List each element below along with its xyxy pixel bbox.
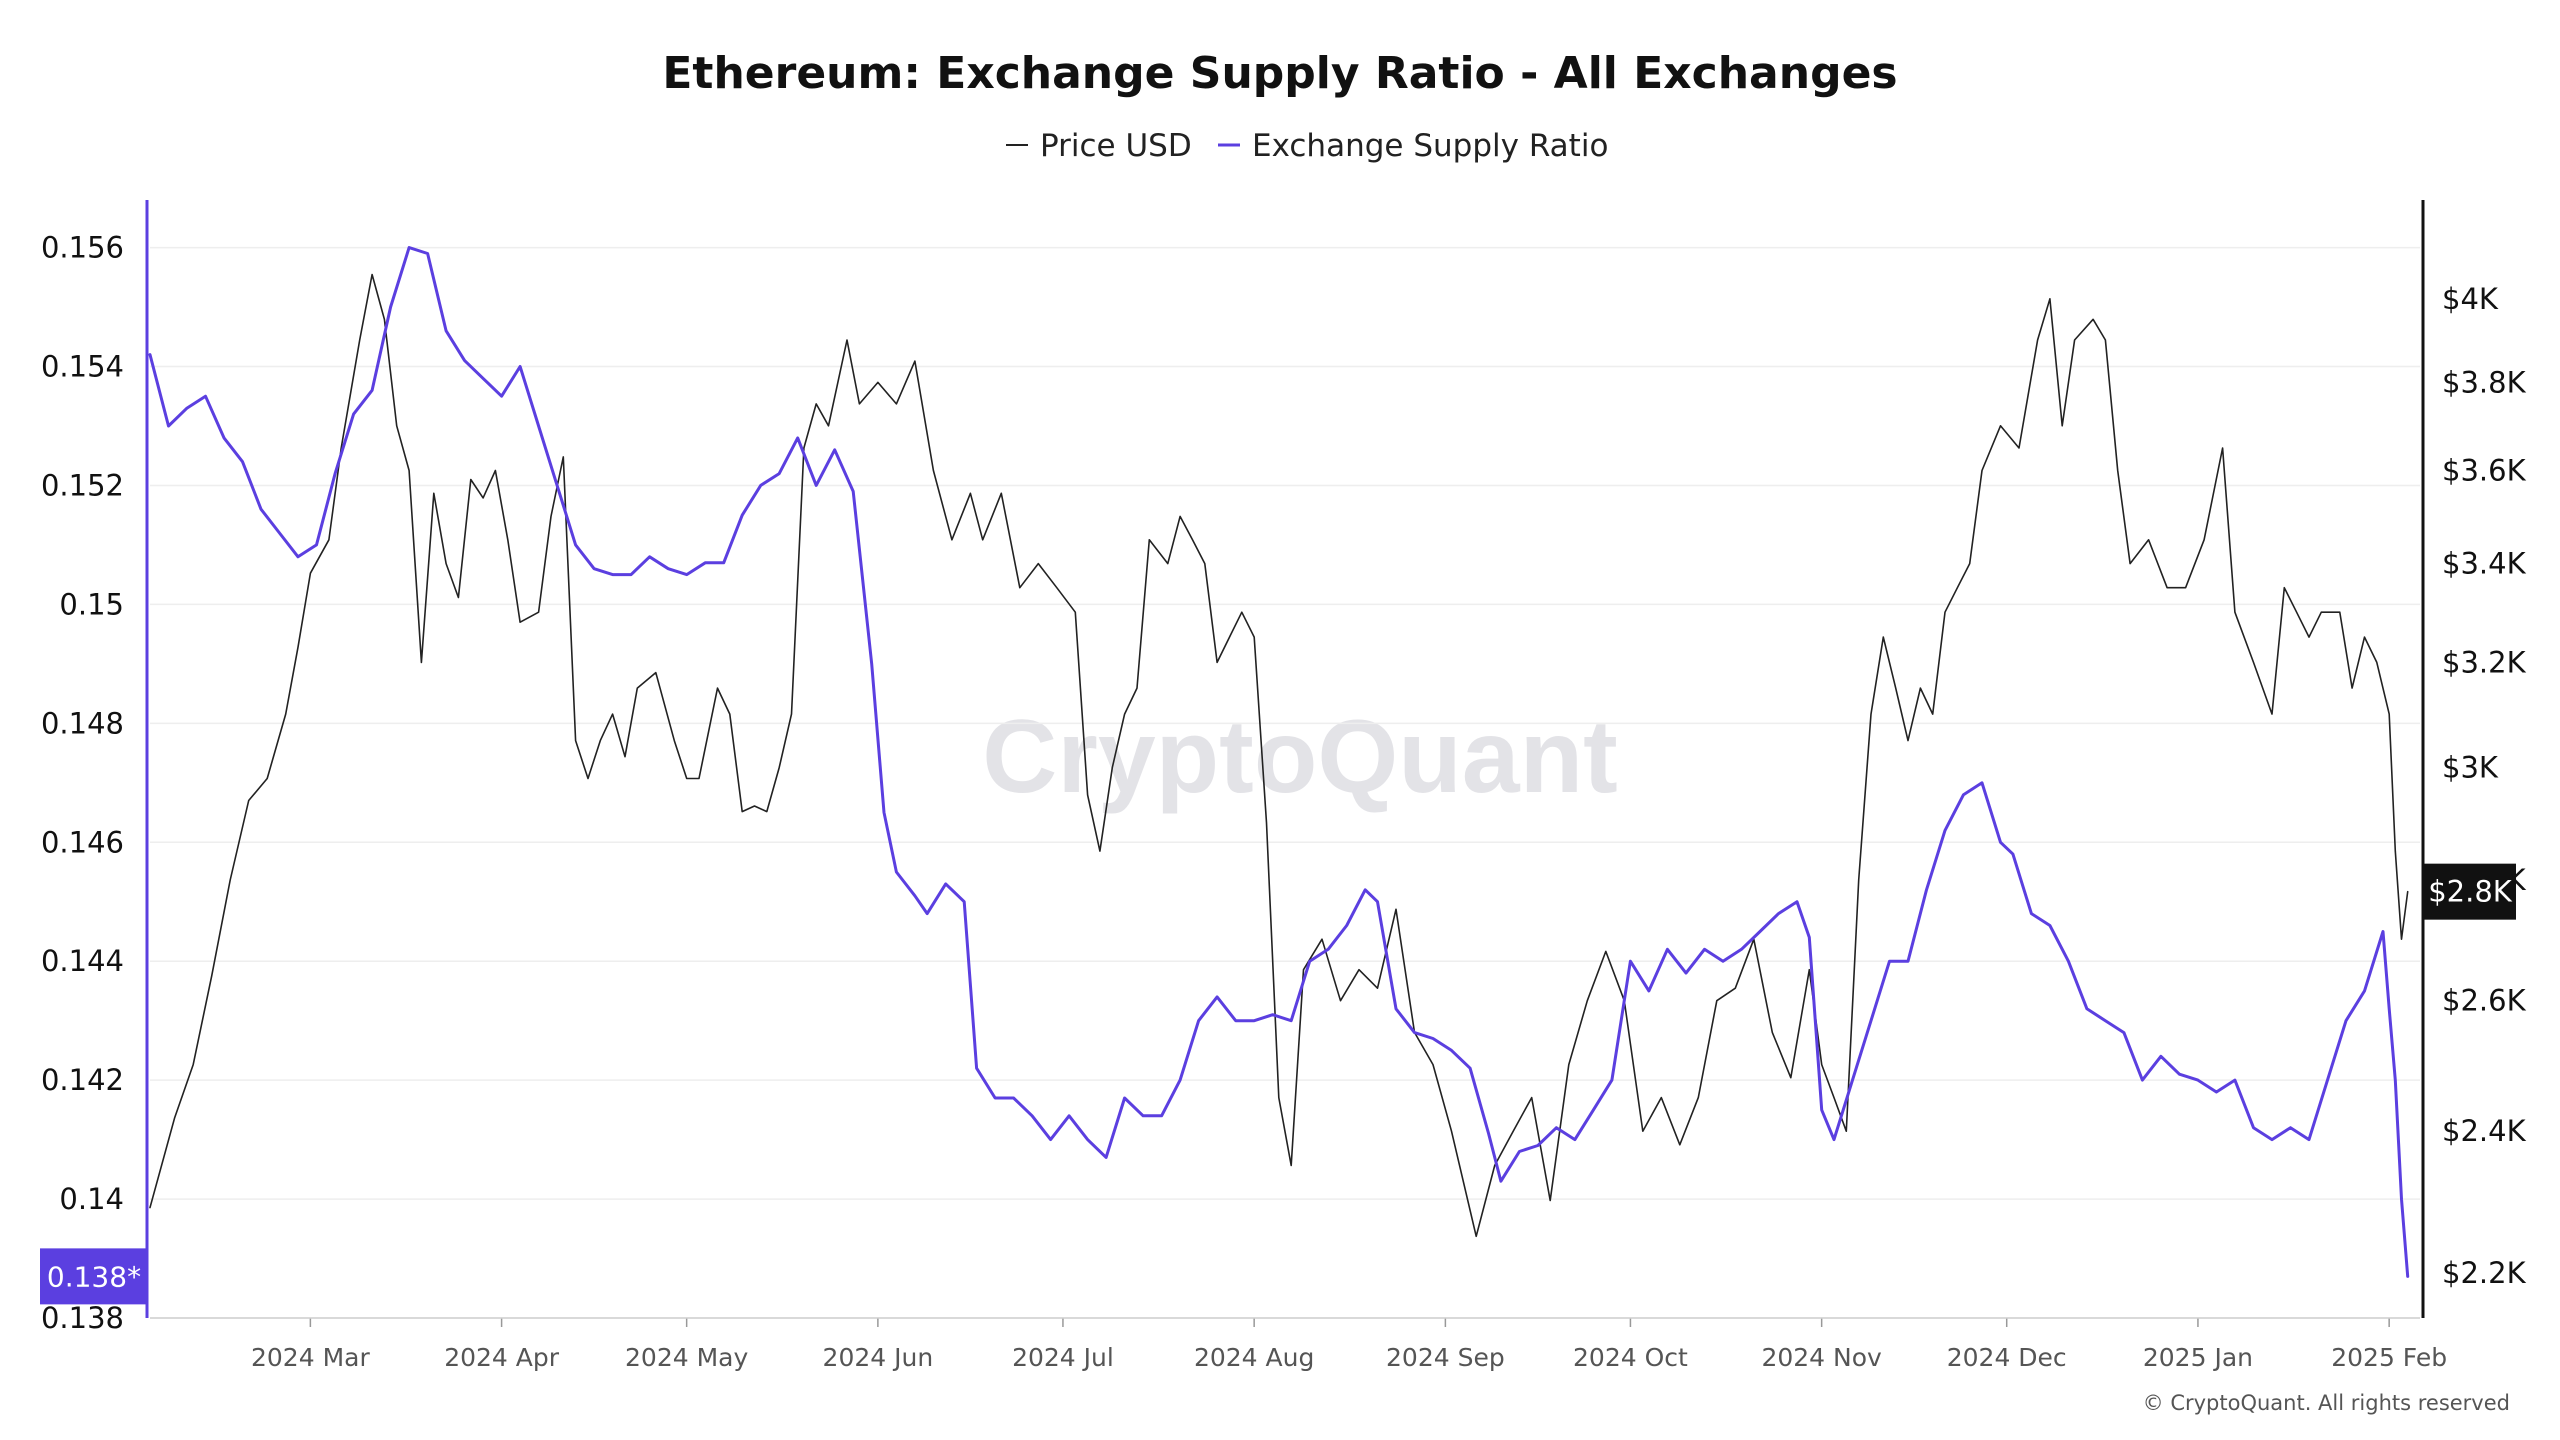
current-value-markers: 0.138* $2.8K	[40, 863, 2516, 1305]
y-left-tick-label: 0.138	[41, 1301, 124, 1335]
y-left-tick-label: 0.146	[41, 825, 124, 859]
x-tick-label: 2024 May	[625, 1343, 748, 1372]
x-tick-label: 2024 Apr	[444, 1343, 560, 1372]
series	[148, 246, 2410, 1278]
copyright: © CryptoQuant. All rights reserved	[2143, 1391, 2510, 1415]
x-tick-label: 2024 Dec	[1947, 1343, 2067, 1372]
y-right-tick-label: $3.6K	[2442, 453, 2527, 487]
y-right-tick-label: $4K	[2442, 282, 2499, 316]
y-left-tick-label: 0.14	[59, 1182, 124, 1216]
x-tick-label: 2025 Feb	[2331, 1343, 2447, 1372]
current-price-label: $2.8K	[2428, 875, 2513, 909]
y-right-tick-label: $2.2K	[2442, 1256, 2527, 1290]
y-right-tick-label: $3.4K	[2442, 547, 2527, 581]
legend: Price USD Exchange Supply Ratio	[1006, 128, 1608, 164]
y-left-tick-label: 0.15	[59, 587, 124, 621]
x-tick-label: 2024 Mar	[251, 1343, 370, 1372]
current-price-badge	[2424, 863, 2516, 920]
y-right-tick-label: $2.6K	[2442, 984, 2527, 1018]
y-left-tick-label: 0.144	[41, 944, 124, 978]
x-tick-label: 2024 Aug	[1194, 1343, 1314, 1372]
exchange-supply-ratio-line	[148, 246, 2410, 1278]
watermark: CryptoQuant	[982, 699, 1618, 815]
current-ratio-label: 0.138*	[47, 1260, 141, 1293]
y-right-tick-label: $2.4K	[2442, 1114, 2527, 1148]
axes: 0.138 0.14 0.142 0.144 0.146 0.148 0.15 0.152 0.…	[41, 200, 2527, 1372]
x-tick-label: 2024 Jun	[823, 1343, 934, 1372]
y-right-tick-label: $3.2K	[2442, 645, 2527, 679]
y-right-tick-label: $3.8K	[2442, 365, 2527, 399]
y-left-tick-label: 0.142	[41, 1063, 124, 1097]
x-tick-label: 2024 Oct	[1573, 1343, 1688, 1372]
chart-title: Ethereum: Exchange Supply Ratio - All Ex…	[662, 48, 1897, 99]
x-tick-label: 2024 Jul	[1012, 1343, 1114, 1372]
price-usd-line	[149, 273, 2409, 1238]
y-left-tick-label: 0.154	[41, 350, 124, 384]
legend-ratio-label[interactable]: Exchange Supply Ratio	[1252, 128, 1608, 164]
y-left-tick-label: 0.152	[41, 468, 124, 502]
y-left-tick-label: 0.156	[41, 231, 124, 265]
y-left-tick-label: 0.148	[41, 706, 124, 740]
x-tick-label: 2025 Jan	[2143, 1343, 2253, 1372]
legend-price-label[interactable]: Price USD	[1040, 128, 1192, 164]
x-tick-label: 2024 Nov	[1761, 1343, 1882, 1372]
x-tick-label: 2024 Sep	[1386, 1343, 1505, 1372]
y-right-tick-label: $3K	[2442, 751, 2499, 785]
current-ratio-badge	[40, 1248, 147, 1305]
